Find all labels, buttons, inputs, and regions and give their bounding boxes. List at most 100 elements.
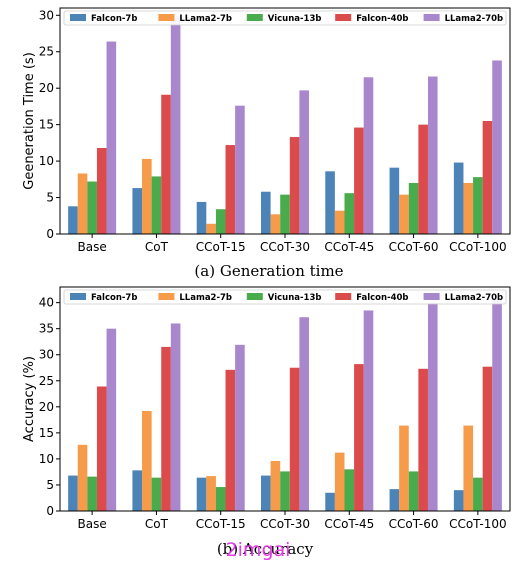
bar-vicuna-13b-cot [151, 176, 162, 234]
legend-label-llama2-70b: LLama2-70b [445, 293, 504, 303]
legend-box [63, 289, 507, 305]
legend-box [63, 10, 507, 26]
x-tick-label-cot: CoT [145, 517, 169, 531]
legend-label-vicuna-13b: Vicuna-13b [268, 14, 322, 24]
bar-llama2-70b-ccot-60 [427, 76, 438, 235]
bar-falcon-7b-ccot-15 [196, 201, 207, 234]
bar-falcon-7b-ccot-30 [261, 475, 271, 511]
legend-swatch-llama2-70b [423, 14, 440, 21]
y-tick-label: 20 [39, 81, 54, 95]
bar-falcon-40b-base [96, 386, 107, 511]
legend-swatch-llama2-7b [158, 14, 175, 21]
legend: Falcon-7b LLama2-7b Vicuna-13b Falcon-40b LL… [63, 289, 507, 305]
legend-label-falcon-40b: Falcon-40b [356, 293, 408, 303]
bar-falcon-40b-ccot-60 [418, 368, 428, 511]
bar-llama2-7b-ccot-30 [270, 214, 281, 234]
y-tick-label: 5 [46, 191, 54, 205]
legend-swatch-vicuna-13b [246, 293, 263, 300]
bar-llama2-70b-ccot-100 [492, 60, 502, 234]
y-tick-label: 15 [39, 426, 54, 440]
legend: Falcon-7b LLama2-7b Vicuna-13b Falcon-40b LL… [63, 10, 507, 26]
legend-label-llama2-70b: LLama2-70b [445, 14, 504, 24]
bar-falcon-40b-ccot-30 [289, 137, 300, 234]
x-tick-label-ccot-15: CCoT-15 [196, 517, 246, 531]
bar-llama2-7b-ccot-60 [399, 194, 409, 234]
bar-falcon-40b-ccot-15 [225, 145, 236, 234]
bar-vicuna-13b-base [87, 181, 97, 234]
bar-llama2-70b-cot [170, 16, 181, 235]
legend-label-falcon-7b: Falcon-7b [91, 293, 137, 303]
legend-label-vicuna-13b: Vicuna-13b [268, 293, 322, 303]
legend-swatch-falcon-7b [70, 14, 86, 21]
bar-llama2-7b-ccot-30 [270, 460, 281, 511]
bar-vicuna-13b-cot [151, 477, 162, 511]
bar-llama2-7b-ccot-60 [399, 425, 409, 511]
bar-falcon-7b-ccot-60 [389, 167, 400, 234]
y-tick-label: 10 [39, 452, 54, 466]
bar-vicuna-13b-ccot-30 [280, 471, 290, 511]
bar-falcon-7b-ccot-15 [196, 477, 207, 511]
y-axis-label: Geeneration Time (s) [22, 52, 37, 190]
bar-falcon-7b-base [68, 206, 78, 234]
legend-label-falcon-7b: Falcon-7b [91, 14, 137, 24]
x-tick-label-ccot-30: CCoT-30 [260, 517, 310, 531]
bar-llama2-70b-base [106, 328, 117, 511]
bar-llama2-70b-ccot-30 [299, 90, 309, 234]
bar-falcon-40b-ccot-60 [418, 124, 428, 234]
bar-falcon-40b-ccot-30 [289, 367, 300, 511]
legend-swatch-llama2-7b [158, 293, 175, 300]
bar-falcon-7b-cot [132, 188, 143, 234]
x-tick-label-base: Base [78, 240, 107, 254]
bar-vicuna-13b-ccot-30 [280, 194, 290, 234]
bar-falcon-40b-cot [161, 94, 171, 234]
legend-label-llama2-7b: LLama2-7b [179, 293, 232, 303]
bar-llama2-7b-ccot-15 [206, 223, 216, 234]
bar-vicuna-13b-ccot-45 [344, 469, 355, 511]
bar-falcon-40b-cot [161, 346, 171, 511]
bar-llama2-7b-base [77, 444, 88, 511]
bar-llama2-70b-ccot-60 [427, 302, 438, 511]
caption-generation-time: (a) Generation time [194, 262, 343, 280]
x-tick-label-ccot-30: CCoT-30 [260, 240, 310, 254]
bar-vicuna-13b-ccot-60 [408, 471, 419, 511]
bar-falcon-40b-ccot-100 [482, 121, 493, 234]
bar-llama2-7b-ccot-15 [206, 476, 216, 511]
bar-falcon-7b-ccot-30 [261, 191, 271, 234]
y-tick-label: 25 [39, 374, 54, 388]
bar-falcon-40b-base [96, 147, 107, 234]
bar-llama2-7b-cot [142, 410, 152, 511]
bar-llama2-70b-ccot-15 [235, 105, 245, 234]
legend-swatch-falcon-40b [335, 293, 352, 300]
bar-llama2-7b-ccot-45 [334, 210, 345, 234]
bar-llama2-70b-ccot-30 [299, 317, 309, 511]
bar-llama2-70b-base [106, 41, 117, 234]
watermark: 2imgai [226, 539, 291, 561]
bar-llama2-70b-ccot-45 [363, 77, 374, 235]
bar-falcon-7b-cot [132, 470, 143, 511]
x-tick-label-ccot-45: CCoT-45 [324, 517, 374, 531]
caption-accuracy: (b) Accuracy [217, 540, 314, 558]
y-tick-label: 5 [46, 478, 54, 492]
bar-falcon-7b-ccot-60 [389, 489, 400, 511]
bar-llama2-7b-cot [142, 158, 152, 234]
bar-falcon-7b-ccot-100 [453, 162, 464, 234]
x-tick-label-ccot-45: CCoT-45 [324, 240, 374, 254]
bar-vicuna-13b-ccot-15 [215, 209, 226, 234]
bar-llama2-70b-ccot-15 [235, 344, 245, 511]
x-tick-label-base: Base [78, 517, 107, 531]
bar-falcon-7b-ccot-45 [325, 492, 335, 511]
x-tick-label-ccot-100: CCoT-100 [449, 240, 507, 254]
y-tick-label: 10 [39, 154, 54, 168]
x-tick-label-ccot-100: CCoT-100 [449, 517, 507, 531]
y-tick-label: 25 [39, 45, 54, 59]
bar-falcon-7b-ccot-45 [325, 171, 335, 234]
bar-llama2-70b-ccot-100 [492, 298, 502, 511]
x-tick-label-ccot-60: CCoT-60 [389, 517, 439, 531]
legend-swatch-falcon-40b [335, 14, 352, 21]
chart-accuracy: 0 5 10 15 20 25 30 35 40 Base CoT CCoT-15 CCoT-30 CCo… [22, 286, 511, 531]
y-tick-label: 0 [46, 504, 54, 518]
y-tick-label: 35 [39, 322, 54, 336]
y-tick-label: 15 [39, 118, 54, 132]
bar-llama2-70b-cot [170, 323, 181, 511]
